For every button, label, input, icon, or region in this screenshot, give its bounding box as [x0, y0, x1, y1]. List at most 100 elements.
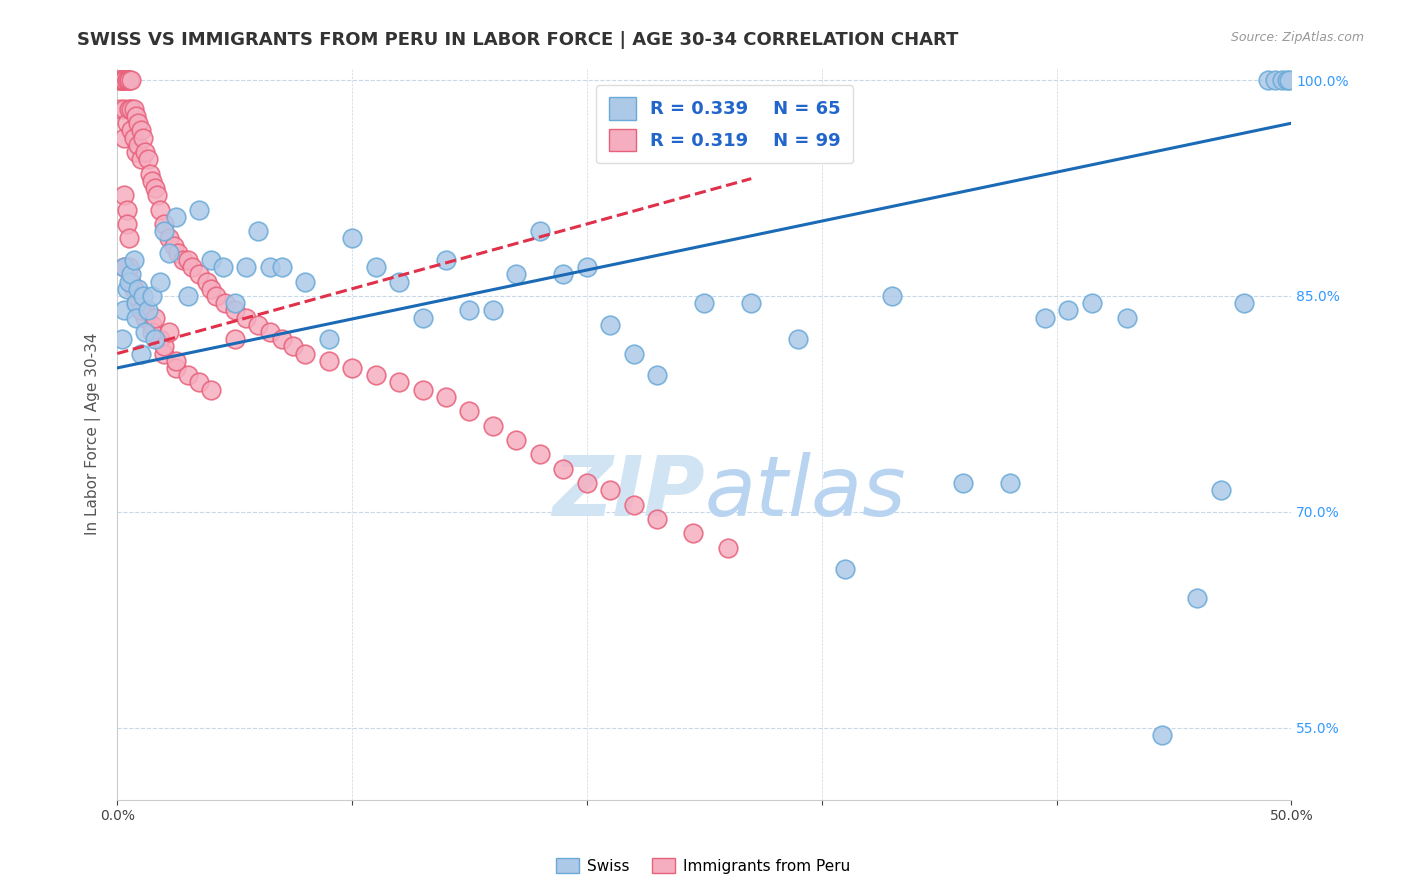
Point: [141, 289, 163, 303]
Point: [1278, 73, 1301, 87]
Point: [1080, 296, 1102, 310]
Point: [682, 526, 704, 541]
Point: [623, 346, 645, 360]
Point: [224, 332, 246, 346]
Point: [270, 332, 292, 346]
Point: [148, 202, 170, 217]
Point: [125, 310, 148, 325]
Point: [247, 224, 270, 238]
Point: [129, 303, 152, 318]
Point: [134, 310, 156, 325]
Point: [118, 73, 141, 87]
Point: [115, 73, 138, 87]
Point: [118, 275, 141, 289]
Point: [125, 145, 148, 159]
Point: [162, 238, 184, 252]
Point: [118, 260, 141, 275]
Point: [112, 102, 135, 116]
Point: [118, 231, 141, 245]
Point: [623, 498, 645, 512]
Point: [125, 296, 148, 310]
Point: [115, 116, 138, 130]
Point: [120, 73, 142, 87]
Point: [129, 346, 152, 360]
Point: [412, 383, 434, 397]
Point: [188, 268, 211, 282]
Point: [111, 73, 134, 87]
Point: [434, 390, 457, 404]
Point: [235, 260, 257, 275]
Point: [165, 210, 187, 224]
Point: [125, 109, 148, 123]
Legend: Swiss, Immigrants from Peru: Swiss, Immigrants from Peru: [550, 852, 856, 880]
Text: SWISS VS IMMIGRANTS FROM PERU IN LABOR FORCE | AGE 30-34 CORRELATION CHART: SWISS VS IMMIGRANTS FROM PERU IN LABOR F…: [77, 31, 959, 49]
Point: [111, 332, 134, 346]
Point: [157, 231, 180, 245]
Point: [212, 260, 235, 275]
Point: [364, 368, 387, 383]
Point: [143, 181, 166, 195]
Point: [195, 275, 218, 289]
Point: [108, 73, 131, 87]
Point: [834, 562, 856, 576]
Point: [575, 476, 598, 491]
Point: [412, 310, 434, 325]
Point: [482, 418, 505, 433]
Point: [127, 137, 149, 152]
Point: [434, 252, 457, 267]
Point: [112, 73, 135, 87]
Point: [1152, 728, 1174, 742]
Point: [134, 303, 156, 318]
Point: [112, 303, 135, 318]
Point: [132, 289, 155, 303]
Point: [111, 73, 134, 87]
Point: [553, 461, 575, 475]
Point: [129, 303, 152, 318]
Point: [118, 102, 141, 116]
Point: [294, 275, 316, 289]
Point: [134, 145, 156, 159]
Point: [157, 245, 180, 260]
Point: [122, 282, 145, 296]
Point: [120, 123, 142, 137]
Point: [1033, 310, 1056, 325]
Point: [1233, 296, 1256, 310]
Legend: R = 0.339    N = 65, R = 0.319    N = 99: R = 0.339 N = 65, R = 0.319 N = 99: [596, 85, 853, 163]
Point: [482, 303, 505, 318]
Point: [115, 202, 138, 217]
Point: [717, 541, 740, 555]
Point: [1257, 73, 1279, 87]
Point: [1275, 73, 1298, 87]
Point: [181, 260, 204, 275]
Point: [388, 275, 411, 289]
Point: [108, 102, 131, 116]
Point: [259, 260, 281, 275]
Point: [122, 252, 145, 267]
Y-axis label: In Labor Force | Age 30-34: In Labor Force | Age 30-34: [86, 333, 101, 535]
Point: [599, 318, 621, 332]
Point: [177, 368, 200, 383]
Point: [112, 130, 135, 145]
Point: [108, 73, 131, 87]
Point: [224, 296, 246, 310]
Point: [283, 339, 305, 353]
Point: [127, 116, 149, 130]
Text: Source: ZipAtlas.com: Source: ZipAtlas.com: [1230, 31, 1364, 45]
Point: [1264, 73, 1286, 87]
Point: [247, 318, 270, 332]
Point: [153, 346, 176, 360]
Point: [318, 332, 340, 346]
Point: [139, 167, 162, 181]
Point: [167, 245, 190, 260]
Point: [1057, 303, 1080, 318]
Point: [214, 296, 236, 310]
Point: [153, 217, 176, 231]
Text: atlas: atlas: [704, 452, 905, 533]
Point: [120, 268, 142, 282]
Point: [132, 130, 155, 145]
Point: [148, 332, 170, 346]
Point: [120, 275, 142, 289]
Point: [647, 512, 669, 526]
Point: [112, 260, 135, 275]
Point: [129, 152, 152, 166]
